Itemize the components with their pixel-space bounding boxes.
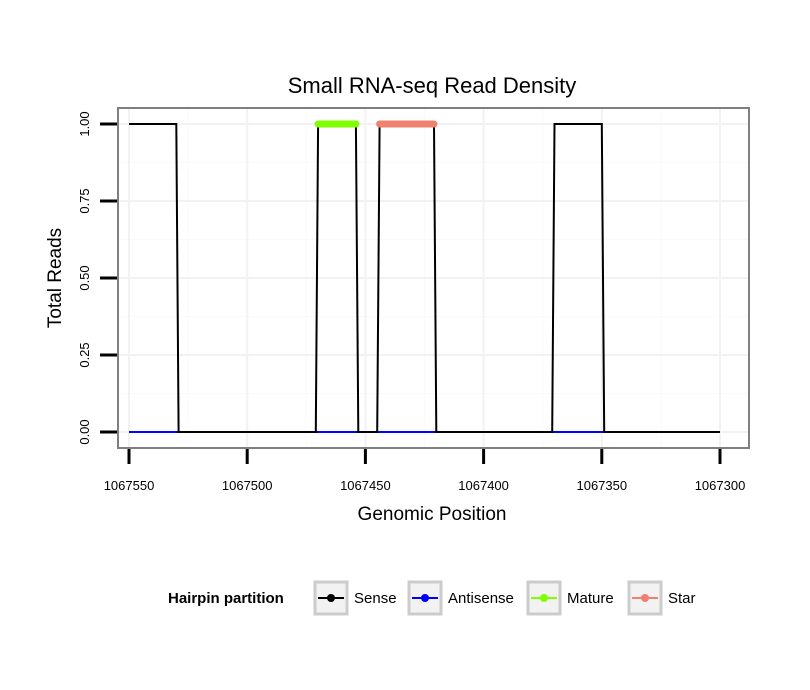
legend-label-star: Star: [668, 590, 696, 607]
x-tick-label: 1067350: [576, 478, 627, 493]
legend-key-point: [327, 594, 335, 602]
legend-key-point: [641, 594, 649, 602]
y-tick-label: 0.00: [77, 419, 92, 444]
y-axis-title: Total Reads: [45, 228, 66, 328]
x-tick-label: 1067550: [104, 478, 155, 493]
x-tick-label: 1067400: [458, 478, 509, 493]
y-tick-label: 0.75: [77, 188, 92, 213]
grid: [118, 108, 749, 448]
x-axis: 1067550 1067500 1067450 1067400 1067350 10673…: [104, 449, 746, 493]
series-lines: [129, 120, 720, 433]
legend-label-mature: Mature: [567, 590, 614, 607]
legend: Hairpin partition Sense Antisense Mature St…: [168, 580, 696, 616]
y-tick-label: 0.50: [77, 265, 92, 290]
legend-key-point: [421, 594, 429, 602]
plot-panel-border: [117, 107, 750, 449]
legend-key-point: [540, 594, 548, 602]
legend-label-sense: Sense: [354, 590, 397, 607]
y-tick-label: 0.25: [77, 342, 92, 367]
legend-label-antisense: Antisense: [448, 590, 514, 607]
y-tick-label: 1.00: [77, 111, 92, 136]
x-tick-label: 1067300: [695, 478, 746, 493]
legend-title: Hairpin partition: [168, 590, 284, 607]
series-line-sense: [129, 123, 720, 433]
x-tick-label: 1067500: [222, 478, 273, 493]
y-axis: 0.00 0.25 0.50 0.75 1.00: [77, 111, 117, 445]
x-axis-title: Genomic Position: [358, 504, 507, 525]
chart-title: Small RNA-seq Read Density: [288, 73, 577, 98]
x-tick-label: 1067450: [340, 478, 391, 493]
